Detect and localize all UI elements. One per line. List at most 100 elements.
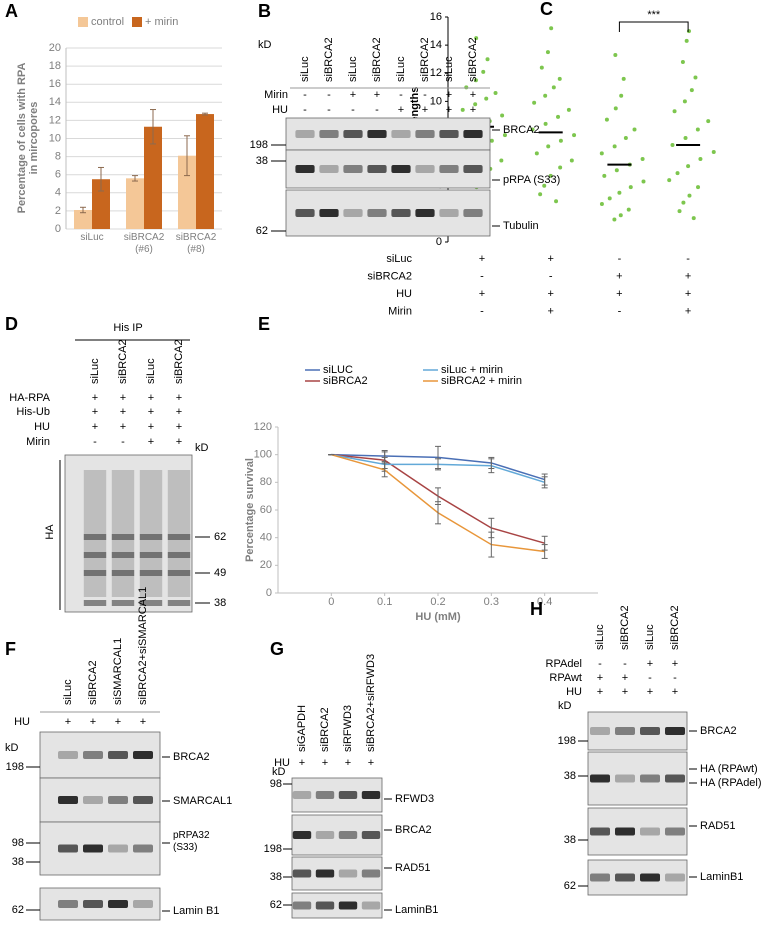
y-tick-label: 20 [49,42,61,54]
band [590,873,610,882]
marker-label: 38 [564,770,576,782]
legend-label: control [91,16,124,28]
band [343,130,363,138]
point [474,36,479,41]
point [543,121,548,126]
y-tick-label: 2 [55,205,61,217]
legend-label: siBRCA2 + mirin [441,375,522,387]
band [338,869,358,878]
row-value: - [598,658,602,670]
band [295,209,315,217]
y-tick-label: 8 [55,151,61,163]
lane-label: siBRCA2 [669,605,681,650]
panel-label: D [5,314,18,334]
row-value: + [115,716,121,728]
marker-label: 198 [250,139,268,151]
row-value: - [648,672,652,684]
band [343,209,363,217]
row-value: + [398,104,404,116]
point [617,190,622,195]
band [361,901,381,910]
y-tick-label: 12 [49,114,61,126]
band-label: Tubulin [503,220,539,232]
point [683,135,688,140]
point [539,65,544,70]
row-value: - [623,658,627,670]
lane-label: siLuc [443,56,455,82]
point [460,107,465,112]
row-label: HU [34,421,50,433]
band [640,873,660,882]
row-value: + [120,421,126,433]
row-value: + [120,406,126,418]
marker-label: 62 [270,899,282,911]
gel [285,189,491,237]
panel-label: B [258,1,271,21]
band-label: BRCA2 [173,751,210,763]
band [361,791,381,799]
lane-label: siSMARCAL1 [112,638,124,705]
point [613,52,618,57]
legend-label: + mirin [145,16,178,28]
marker-label: 98 [12,837,24,849]
point [473,102,478,107]
point [675,171,680,176]
band [640,727,660,735]
band [315,901,335,910]
row-value: + [176,392,182,404]
row-value: + [368,757,374,769]
band [315,791,335,799]
lane-label: siBRCA2 [319,707,331,752]
marker-label: 198 [6,761,24,773]
point [693,75,698,80]
band [391,165,411,173]
row-value: - [303,89,307,101]
lane-label: siLuc [347,56,359,82]
condition-value: + [685,305,691,317]
y-axis-label: Percentage of cells with RPA [16,63,28,214]
band [343,165,363,173]
probe-label: HA [44,524,56,540]
point [698,157,703,162]
point [667,178,672,183]
point [554,199,559,204]
row-value: - [121,436,125,448]
row-value: + [148,436,154,448]
band [83,534,107,540]
band-label-box: pRPA32 (S33) [173,830,210,853]
row-value: - [351,104,355,116]
y-tick-label: 12 [430,67,442,79]
row-value: + [299,757,305,769]
point [682,99,687,104]
point [677,209,682,214]
band-label: RAD51 [700,820,735,832]
condition-value: - [480,270,484,282]
x-tick-label: 0.1 [377,596,392,608]
lane-label: siLuc [594,624,606,650]
band [167,600,191,606]
point [612,144,617,149]
row-value: + [446,104,452,116]
row-value: + [470,89,476,101]
point [557,76,562,81]
point [632,127,637,132]
row-label: RPAwt [549,672,582,684]
marker-label: 198 [264,843,282,855]
smear [83,470,107,597]
band [292,869,312,878]
band [590,727,610,735]
point [614,168,619,173]
point [641,179,646,184]
marker-label: 62 [564,880,576,892]
lane-label: siBRCA2 [371,37,383,82]
lane-label: siLuc [145,358,157,384]
band [615,827,635,836]
row-label: His-Ub [16,406,50,418]
band [111,534,135,540]
band-label: BRCA2 [395,824,432,836]
row-label: Mirin [264,89,288,101]
significance-label: *** [647,9,661,21]
significance-bracket [618,21,689,32]
point [464,85,469,90]
